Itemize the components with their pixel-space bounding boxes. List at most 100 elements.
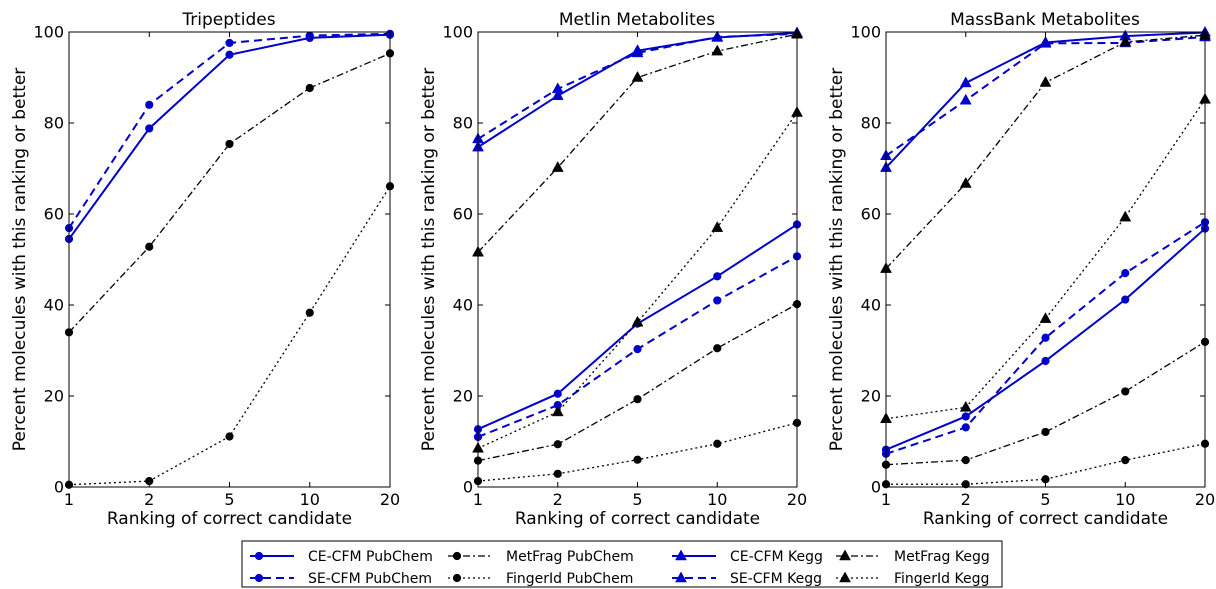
chart-title: MassBank Metabolites (950, 10, 1140, 30)
x-tick-label: 20 (1195, 490, 1215, 509)
x-tick-label: 10 (300, 490, 320, 509)
data-point-metfrag-pubchem (713, 344, 722, 353)
legend-label: CE-CFM Kegg (730, 549, 823, 565)
plot-frame (68, 31, 391, 488)
data-point-se-cfm-kegg (1039, 36, 1052, 48)
data-point-se-cfm-kegg (631, 46, 644, 58)
data-point-se-cfm-pubchem (145, 100, 154, 109)
legend-label: SE-CFM Kegg (730, 571, 822, 587)
plot-frame (477, 31, 798, 488)
data-point-se-cfm-kegg (959, 93, 972, 105)
data-point-metfrag-kegg (1039, 75, 1052, 87)
data-point-metfrag-pubchem (225, 139, 234, 149)
panel-tripeptides: 0 20 40 60 80 100 1 2 5 10 20 Tripeptides Ranking of… (10, 10, 400, 529)
x-axis-label: Ranking of correct candidate (107, 509, 352, 529)
x-tick-label: 1 (473, 490, 483, 509)
y-tick-label: 80 (44, 114, 64, 133)
data-point-fingerid-pubchem (633, 455, 642, 464)
legend-marker (839, 571, 851, 583)
data-point-fingerid-pubchem (225, 432, 234, 441)
x-tick-label: 1 (64, 490, 74, 509)
y-tick-label: 40 (44, 296, 64, 315)
legend: CE-CFM PubChem SE-CFM PubChem MetFrag PubC… (241, 540, 1003, 588)
legend-marker (675, 549, 687, 561)
legend-frame (241, 540, 1003, 588)
legend-label: MetFrag PubChem (506, 549, 634, 565)
data-point-fingerid-kegg (1119, 210, 1132, 222)
chart-title: Tripeptides (181, 10, 275, 30)
data-point-metfrag-pubchem (553, 440, 562, 449)
data-point-metfrag-kegg (551, 161, 564, 172)
legend-entry-se-cfm-pubchem: SE-CFM PubChem (250, 571, 432, 587)
x-axis-label: Ranking of correct candidate (515, 509, 760, 529)
y-tick-label: 100 (442, 23, 473, 42)
legend-entry-ce-cfm-pubchem: CE-CFM PubChem (250, 549, 433, 565)
series-line-metfrag-kegg (477, 33, 798, 253)
legend-label: MetFrag Kegg (894, 549, 990, 565)
x-tick-label: 2 (961, 490, 971, 509)
data-point-se-cfm-pubchem (713, 296, 722, 305)
legend-entry-metfrag-pubchem: MetFrag PubChem (448, 549, 634, 565)
data-point-ce-cfm-kegg (551, 89, 564, 100)
panel-massbank-metabolites: 0 20 40 60 80 100 1 2 5 10 20 MassBank Metabolites R… (827, 10, 1215, 529)
series-group (880, 25, 1211, 489)
legend-marker (254, 551, 264, 561)
legend-label: FingerId Kegg (894, 571, 989, 587)
y-tick-label: 60 (861, 205, 881, 224)
series-line-se-cfm-pubchem (68, 32, 391, 229)
legend-entry-fingerid-kegg: FingerId Kegg (836, 571, 989, 587)
data-point-metfrag-kegg (631, 70, 644, 82)
series-line-fingerid-pubchem (477, 422, 798, 482)
legend-marker (452, 551, 462, 561)
data-point-se-cfm-pubchem (1121, 269, 1130, 278)
data-point-ce-cfm-pubchem (1041, 356, 1050, 366)
legend-marker (675, 571, 687, 583)
y-tick-label: 80 (861, 114, 881, 133)
data-point-metfrag-pubchem (1041, 427, 1050, 437)
x-tick-label: 10 (1115, 490, 1135, 509)
plot-frame (885, 31, 1206, 488)
y-tick-label: 20 (453, 387, 473, 406)
data-point-metfrag-pubchem (633, 395, 642, 404)
series-line-metfrag-kegg (885, 34, 1206, 270)
legend-label: FingerId PubChem (506, 571, 633, 587)
data-point-fingerid-pubchem (713, 439, 722, 448)
y-tick-label: 60 (44, 205, 64, 224)
y-tick-label: 0 (54, 478, 64, 497)
data-point-metfrag-kegg (959, 176, 972, 188)
data-point-se-cfm-kegg (551, 82, 564, 94)
x-tick-label: 5 (224, 490, 234, 509)
series-line-ce-cfm-kegg (885, 31, 1206, 169)
series-line-metfrag-pubchem (68, 52, 391, 333)
chart-title: Metlin Metabolites (559, 10, 715, 30)
data-point-se-cfm-pubchem (633, 345, 642, 354)
series-line-ce-cfm-pubchem (68, 33, 391, 240)
legend-entry-metfrag-kegg: MetFrag Kegg (836, 549, 990, 565)
data-point-se-cfm-pubchem (1041, 333, 1050, 342)
data-point-fingerid-pubchem (1041, 475, 1050, 484)
legend-entry-ce-cfm-kegg: CE-CFM Kegg (672, 549, 823, 565)
data-point-fingerid-kegg (711, 221, 724, 232)
legend-marker (254, 573, 264, 583)
series-line-metfrag-pubchem (885, 341, 1206, 466)
data-point-fingerid-kegg (631, 315, 644, 327)
legend-marker (839, 549, 851, 561)
y-tick-label: 20 (861, 387, 881, 406)
y-axis-label: Percent molecules with this ranking or b… (419, 68, 439, 452)
data-point-metfrag-kegg (1119, 35, 1132, 47)
y-tick-label: 40 (861, 296, 881, 315)
data-point-ce-cfm-pubchem (145, 124, 154, 133)
data-point-metfrag-kegg (711, 44, 724, 56)
legend-entry-fingerid-pubchem: FingerId PubChem (448, 571, 633, 587)
data-point-ce-cfm-kegg (959, 76, 972, 88)
data-point-metfrag-pubchem (1121, 387, 1130, 396)
data-point-fingerid-kegg (551, 405, 564, 417)
data-point-se-cfm-pubchem (225, 38, 234, 48)
y-axis-label: Percent molecules with this ranking or b… (827, 68, 847, 452)
series-group (64, 29, 395, 489)
series-group (472, 26, 803, 486)
x-tick-label: 10 (707, 490, 727, 509)
y-tick-label: 100 (33, 23, 64, 42)
data-point-fingerid-kegg (1039, 312, 1052, 323)
